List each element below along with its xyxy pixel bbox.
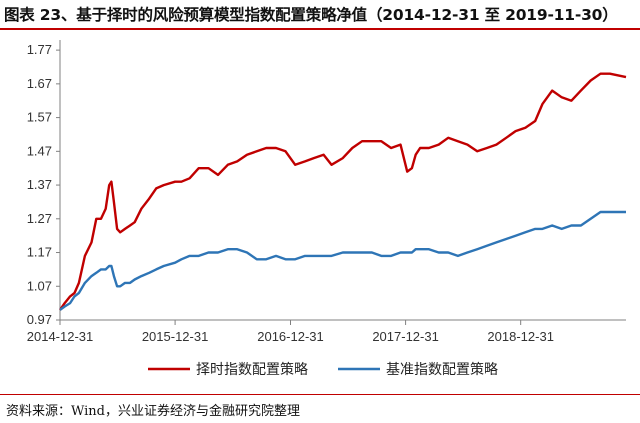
y-tick-label: 0.97 — [27, 312, 52, 327]
legend-label-base: 基准指数配置策略 — [386, 361, 498, 378]
y-tick-label: 1.47 — [27, 143, 52, 158]
chart-legend: 择时指数配置策略 基准指数配置策略 — [148, 361, 498, 378]
figure-title: 图表 23、基于择时的风险预算模型指数配置策略净值（2014-12-31 至 2… — [4, 6, 618, 24]
x-axis-ticks: 2014-12-31 2015-12-31 2016-12-31 2017-12-31… — [27, 320, 554, 344]
x-tick-label: 2018-12-31 — [487, 329, 554, 344]
line-chart: 0.97 1.07 1.17 1.27 1.37 1.47 1.57 1.67 1.77 201… — [27, 40, 627, 378]
title-rule — [0, 28, 640, 30]
x-tick-label: 2017-12-31 — [372, 329, 439, 344]
chart-series — [59, 72, 627, 311]
y-axis-ticks: 0.97 1.07 1.17 1.27 1.37 1.47 1.57 1.67 1.77 — [27, 42, 60, 327]
y-tick-label: 1.27 — [27, 211, 52, 226]
x-tick-label: 2014-12-31 — [27, 329, 94, 344]
bottom-rule — [0, 394, 640, 395]
y-tick-label: 1.07 — [27, 278, 52, 293]
series-line-timing — [59, 72, 627, 311]
legend-label-timing: 择时指数配置策略 — [196, 361, 308, 378]
x-tick-label: 2015-12-31 — [142, 329, 209, 344]
chart-axes — [59, 40, 626, 321]
y-tick-label: 1.37 — [27, 177, 52, 192]
y-tick-label: 1.57 — [27, 110, 52, 125]
source-note: 资料来源：Wind，兴业证券经济与金融研究院整理 — [6, 404, 300, 419]
y-tick-label: 1.67 — [27, 76, 52, 91]
series-line-base — [59, 210, 626, 311]
y-tick-label: 1.77 — [27, 42, 52, 57]
x-tick-label: 2016-12-31 — [257, 329, 324, 344]
y-tick-label: 1.17 — [27, 245, 52, 260]
